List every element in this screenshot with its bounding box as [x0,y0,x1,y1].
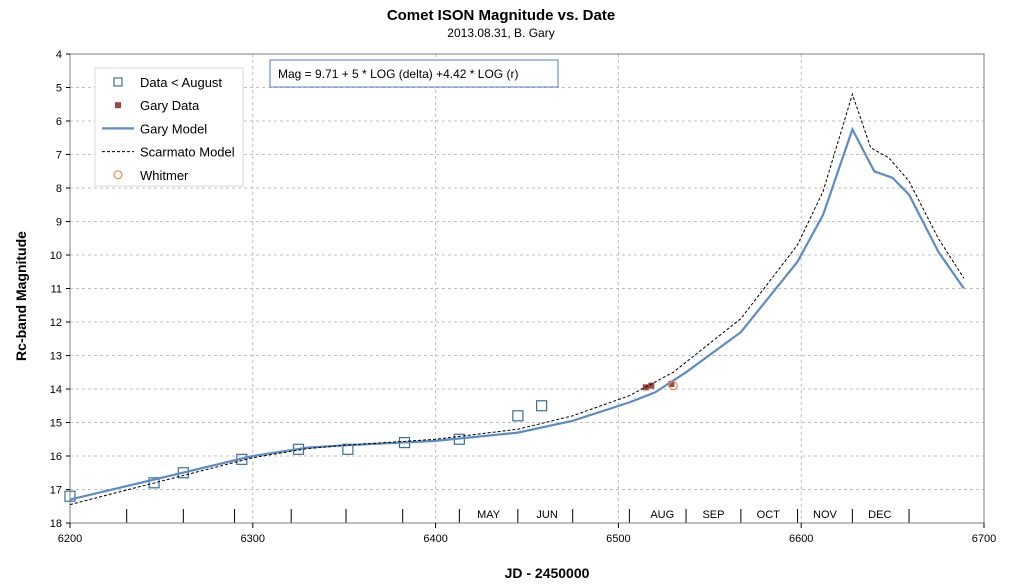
x-tick-label: 6500 [606,533,630,545]
x-tick-label: 6200 [58,533,82,545]
data-point-square [64,490,76,502]
y-tick-label: 13 [50,351,62,363]
month-label: AUG [650,509,674,521]
scarmato-model-line [69,92,965,506]
legend-swatch-circle [113,170,123,180]
data-point-circle [668,381,678,391]
formula-text: Mag = 9.71 + 5 * LOG (delta) +4.42 * LOG… [278,67,518,81]
y-tick-label: 5 [56,83,62,95]
legend-label: Gary Model [140,121,207,136]
x-tick-label: 6700 [972,533,996,545]
legend: Data < August Gary Data Gary Model Scarmato… [94,67,244,187]
legend-label: Whitmer [140,168,189,183]
legend-label: Scarmato Model [140,145,235,160]
month-label: DEC [868,509,891,521]
month-label: NOV [813,509,838,521]
x-tick-label: 6400 [423,533,447,545]
formula-annotation: Mag = 9.71 + 5 * LOG (delta) +4.42 * LOG… [269,59,559,88]
data-point-square [512,410,524,422]
series-scarmato-model [69,92,965,506]
legend-swatch-filled [115,102,121,109]
data-point-square [148,477,160,489]
data-point-square [536,400,548,412]
y-tick-label: 8 [56,183,62,195]
legend-swatch-square [113,77,123,87]
series-whitmer [668,381,678,391]
month-label: JUN [536,509,557,521]
x-tick-label: 6600 [789,533,813,545]
data-series [64,92,965,506]
y-tick-label: 14 [50,384,62,396]
y-tick-label: 17 [50,485,62,497]
y-tick-label: 15 [50,418,62,430]
month-markers: MAY JUN AUG SEP OCT NOV DEC [126,509,910,523]
x-axis-title: JD - 2450000 [505,565,590,581]
axes: 4 5 6 7 8 9 10 11 12 13 14 15 16 17 18 6200 6300 6400 6500… [50,49,996,545]
y-tick-label: 7 [56,150,62,162]
month-label: OCT [757,509,781,521]
data-point-filled [648,382,655,389]
y-tick-label: 6 [56,116,62,128]
x-tick-label: 6300 [241,533,265,545]
y-tick-label: 10 [50,250,62,262]
y-tick-label: 11 [51,284,62,296]
data-point-filled [668,380,675,387]
chart-subtitle: 2013.08.31, B. Gary [447,26,554,40]
legend-label: Gary Data [140,98,200,113]
y-axis-title: Rc-band Magnitude [13,231,29,361]
chart-title: Comet ISON Magnitude vs. Date [387,7,615,24]
month-label: SEP [702,509,724,521]
y-tick-label: 4 [56,49,62,61]
legend-label: Data < August [140,75,222,90]
month-label: MAY [477,509,501,521]
formula-box [269,59,559,88]
y-tick-label: 12 [50,317,62,329]
y-tick-label: 18 [50,518,62,530]
y-tick-label: 16 [50,451,62,463]
legend-items: Data < August Gary Data Gary Model Scarmato… [102,75,235,183]
legend-box [94,67,244,187]
y-tick-label: 9 [56,217,62,229]
